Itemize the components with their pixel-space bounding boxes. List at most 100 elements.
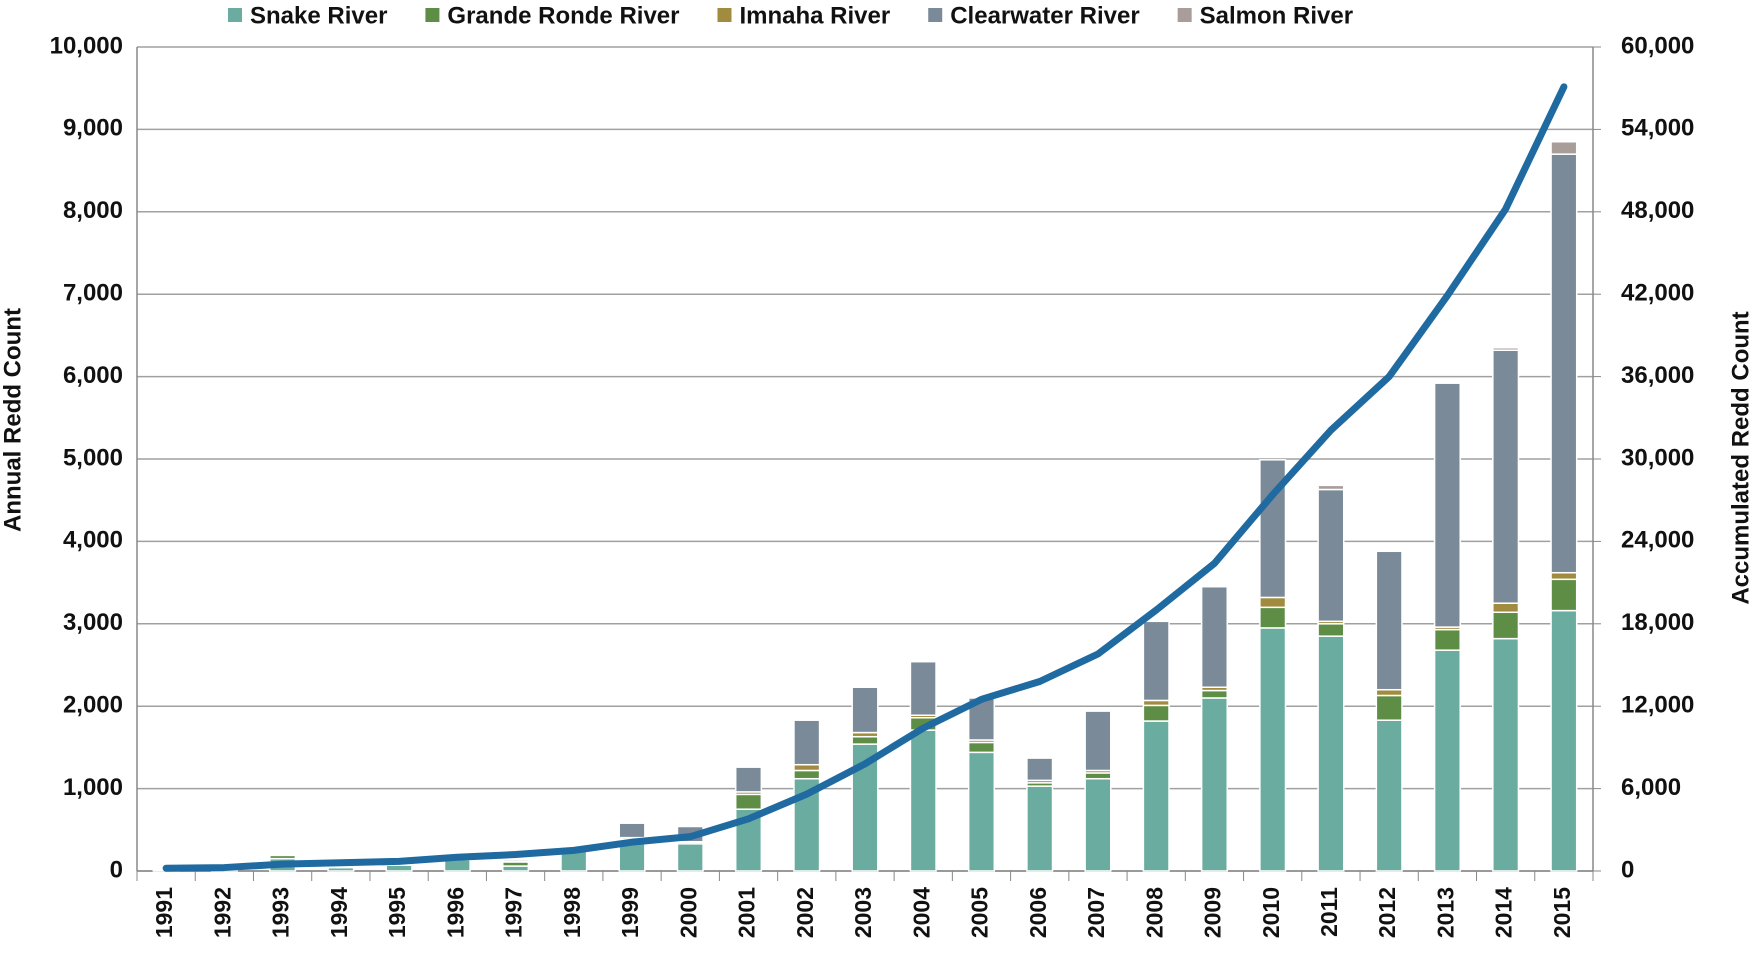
x-tick-label: 2011 — [1316, 887, 1342, 937]
y2-tick-label: 30,000 — [1621, 444, 1694, 471]
y-axis-title: Annual Redd Count — [0, 308, 26, 532]
line — [162, 83, 1568, 872]
x-tick-label: 2000 — [675, 887, 701, 938]
bar-segment — [734, 766, 763, 793]
x-tick-label: 2009 — [1200, 887, 1226, 938]
bar-segment — [1084, 777, 1112, 872]
bar-segment — [1550, 578, 1578, 612]
bar-segment — [1026, 785, 1054, 872]
x-tick-label: 2005 — [967, 887, 993, 938]
y2-tick-label: 42,000 — [1621, 280, 1694, 307]
bar-segment — [1142, 620, 1170, 702]
y2-tick-label: 54,000 — [1621, 115, 1694, 142]
x-tick-label: 2003 — [850, 887, 876, 938]
y-tick-label: 0 — [110, 856, 123, 883]
x-tick-label: 1996 — [442, 887, 468, 938]
bar-segment — [1259, 606, 1287, 629]
x-tick-label: 2008 — [1141, 887, 1167, 938]
bar-segment — [1317, 623, 1345, 637]
x-tick-label: 1998 — [559, 887, 585, 938]
bar-segment — [676, 843, 704, 872]
x-tick-label: 2010 — [1258, 887, 1284, 938]
bar-segment — [1317, 488, 1345, 623]
bar-segment — [385, 864, 413, 872]
legend-label: Snake River — [250, 2, 387, 29]
legend-label: Salmon River — [1200, 2, 1353, 29]
y2-tick-label: 0 — [1621, 856, 1634, 883]
bar-segment — [1550, 141, 1578, 155]
y2-tick-label: 48,000 — [1621, 197, 1694, 224]
bar-segment — [1142, 704, 1170, 722]
legend-swatch — [717, 8, 732, 22]
y-tick-label: 4,000 — [63, 527, 123, 554]
y-tick-label: 1,000 — [63, 774, 123, 801]
x-tick-label: 1995 — [384, 887, 410, 938]
bar-segment — [1433, 628, 1461, 651]
y2-axis-title: Accumulated Redd Count — [1727, 311, 1754, 604]
x-tick-label: 2014 — [1491, 887, 1517, 938]
bar-segment — [1492, 637, 1520, 872]
y2-tick-label: 36,000 — [1621, 362, 1694, 389]
y2-tick-label: 6,000 — [1621, 774, 1681, 801]
bar-segment — [1492, 347, 1520, 351]
x-tick-label: 1991 — [151, 887, 177, 938]
bar-segment — [1317, 635, 1345, 872]
bar-segment — [909, 660, 937, 717]
bar-segment — [618, 822, 646, 839]
y2-tick-label: 18,000 — [1621, 609, 1694, 636]
bar-segment — [1433, 649, 1461, 872]
bar-segment — [1026, 757, 1054, 782]
bar-segment — [734, 793, 763, 810]
y-tick-label: 5,000 — [63, 444, 123, 471]
legend-swatch — [425, 8, 440, 22]
x-tick-label: 2002 — [792, 887, 818, 938]
bar-segment — [967, 751, 996, 872]
x-tick-label: 2007 — [1083, 887, 1109, 938]
x-tick-label: 2015 — [1549, 887, 1575, 938]
bar-segment — [967, 741, 996, 754]
bar-segment — [1550, 571, 1578, 581]
bar-segment — [909, 729, 937, 872]
legend-label: Clearwater River — [950, 2, 1139, 29]
x-tick-label: 1992 — [209, 887, 235, 938]
bar-segment — [1142, 720, 1170, 872]
y2-tick-label: 60,000 — [1621, 32, 1694, 59]
legend-swatch — [928, 8, 943, 22]
bar-segment — [1375, 688, 1403, 697]
bar-segment — [851, 686, 879, 734]
legend-label: Grande Ronde River — [447, 2, 679, 29]
legend-label: Imnaha River — [739, 2, 890, 29]
y-tick-label: 9,000 — [63, 115, 123, 142]
bar-segment — [1317, 484, 1345, 491]
y-tick-label: 10,000 — [50, 32, 123, 59]
bar-segment — [1200, 585, 1229, 688]
bar-segment — [1259, 627, 1287, 872]
y-tick-label: 3,000 — [63, 609, 123, 636]
bar-segment — [1084, 772, 1112, 780]
x-tick-label: 2012 — [1374, 887, 1400, 938]
bar-segment — [1200, 697, 1229, 872]
legend-swatch — [1177, 8, 1192, 22]
legend-swatch — [228, 8, 242, 22]
bar-segment — [1492, 602, 1520, 614]
bar-segment — [1084, 710, 1112, 772]
x-tick-label: 2001 — [734, 887, 760, 938]
bar-segment — [793, 719, 821, 766]
bar-segment — [1492, 611, 1520, 640]
x-tick-label: 2013 — [1432, 887, 1458, 938]
bar-segment — [793, 769, 821, 780]
bar-segment — [1433, 382, 1461, 628]
bar-segment — [793, 763, 821, 772]
bar-segment — [1259, 596, 1287, 609]
bar-segment — [327, 866, 355, 872]
x-tick-label: 1999 — [617, 887, 643, 938]
bar-segment — [851, 735, 879, 745]
x-tick-label: 1994 — [326, 887, 352, 938]
bar-segment — [1200, 689, 1229, 699]
x-tick-label: 1997 — [501, 887, 527, 938]
y2-tick-label: 12,000 — [1621, 692, 1694, 719]
bar-segment — [1375, 550, 1403, 691]
y-tick-label: 8,000 — [63, 197, 123, 224]
y-tick-label: 7,000 — [63, 280, 123, 307]
